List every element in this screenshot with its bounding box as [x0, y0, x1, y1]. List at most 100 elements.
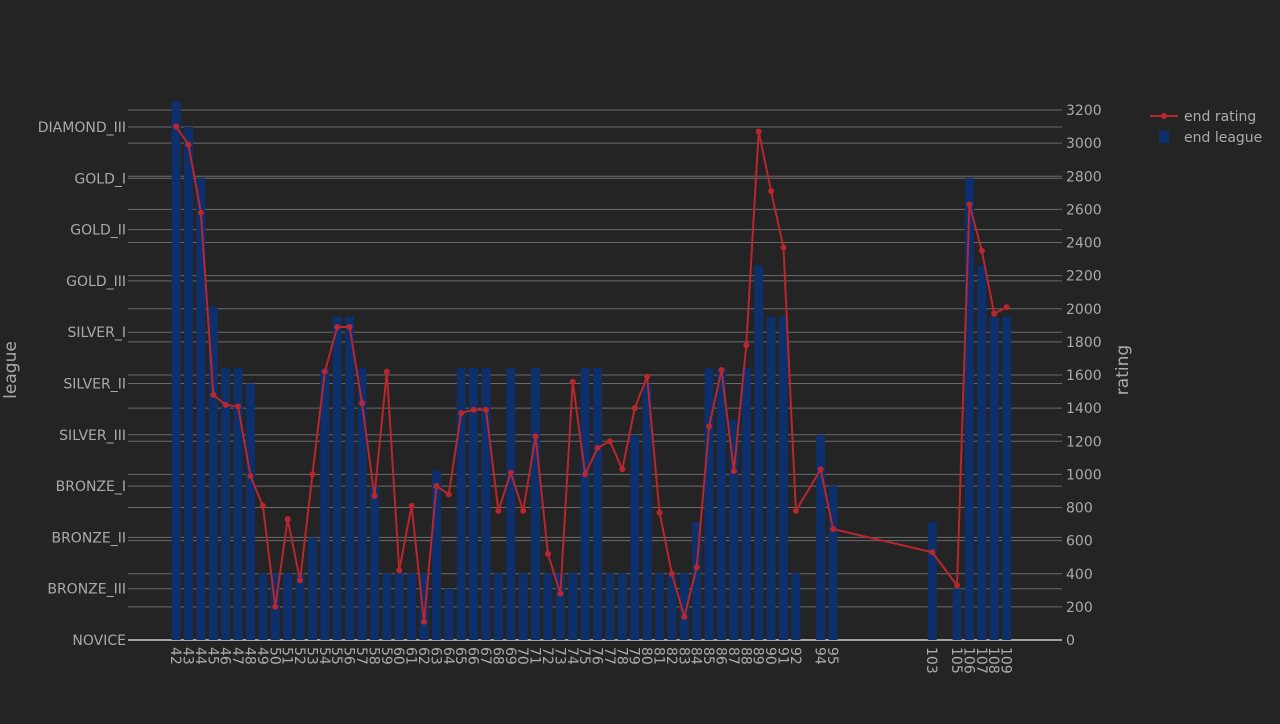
bar: [1002, 316, 1012, 640]
x-tick-label: 82: [663, 647, 679, 665]
bar: [617, 573, 627, 640]
rating-point: [297, 577, 304, 584]
x-tick-label: 49: [254, 647, 270, 665]
x-tick-label: 71: [527, 647, 543, 665]
bar: [816, 434, 826, 640]
bar: [692, 522, 702, 640]
x-tick-label: 53: [303, 647, 319, 665]
bar: [506, 368, 516, 640]
rating-point: [668, 570, 675, 577]
bar: [469, 368, 479, 640]
x-tick-label: 89: [750, 647, 766, 665]
rating-point: [272, 603, 279, 610]
rating-point: [991, 310, 998, 317]
rating-point: [544, 550, 551, 557]
bar: [183, 127, 193, 640]
rating-point: [210, 391, 217, 398]
x-tick-label: 55: [328, 647, 344, 665]
rating-point: [421, 618, 428, 625]
rating-point: [817, 466, 824, 473]
y-left-tick-label: DIAMOND_III: [38, 120, 126, 136]
x-tick-label: 81: [651, 647, 667, 665]
bar: [543, 573, 553, 640]
x-tick-label: 83: [675, 647, 691, 665]
rating-point: [185, 141, 192, 148]
bar: [493, 573, 503, 640]
bar: [208, 306, 218, 640]
x-tick-label: 74: [564, 647, 580, 665]
rating-point: [507, 469, 514, 476]
x-tick-label: 56: [341, 647, 357, 665]
rating-point: [1003, 304, 1010, 311]
y-left-tick-label: SILVER_I: [67, 325, 126, 341]
rating-point: [780, 244, 787, 251]
x-tick-label: 85: [700, 647, 716, 665]
bar: [221, 368, 231, 640]
y-left-tick-label: BRONZE_I: [56, 479, 126, 495]
rating-point: [445, 491, 452, 498]
x-tick-label: 66: [465, 647, 481, 665]
x-tick-label: 86: [713, 647, 729, 665]
rating-point: [346, 323, 353, 330]
rating-point: [247, 473, 254, 480]
rating-point: [520, 507, 527, 514]
rating-point: [321, 368, 328, 375]
legend-label-end-rating: end rating: [1184, 109, 1256, 125]
y-right-tick-label: 0: [1066, 633, 1075, 649]
rating-point: [631, 405, 638, 412]
bar: [307, 537, 317, 640]
x-tick-label: 45: [204, 647, 220, 665]
rating-point: [830, 526, 837, 533]
rating-point: [284, 516, 291, 523]
bar: [717, 368, 727, 640]
rating-point: [978, 247, 985, 254]
y-right-tick-label: 400: [1066, 567, 1093, 583]
y-right-tick-label: 200: [1066, 600, 1093, 616]
y-right-tick-label: 600: [1066, 534, 1093, 550]
bar: [977, 265, 987, 640]
bar: [394, 573, 404, 640]
bar: [531, 368, 541, 640]
rating-point: [730, 468, 737, 475]
x-tick-label: 87: [725, 647, 741, 665]
rating-point: [644, 373, 651, 380]
y-right-tick-label: 2200: [1066, 269, 1102, 285]
y-left-tick-label: BRONZE_III: [47, 582, 126, 598]
x-tick-label: 68: [489, 647, 505, 665]
y-right-tick-label: 1400: [1066, 401, 1102, 417]
bar: [754, 265, 764, 640]
rating-line: [175, 125, 1008, 622]
x-tick-label: 69: [502, 647, 518, 665]
rating-point: [458, 410, 465, 417]
y-right-axis-title: rating: [1113, 345, 1133, 395]
bar: [431, 470, 441, 640]
x-tick-label: 42: [167, 647, 183, 665]
rating-point: [235, 403, 242, 410]
bar: [245, 383, 255, 640]
x-tick-label: 105: [948, 647, 964, 674]
bar: [407, 573, 417, 640]
x-tick-label: 51: [279, 647, 295, 665]
bar: [332, 316, 342, 640]
bar: [258, 573, 268, 640]
axis-layer: 0 200 400 600 800 1000 1200 1400 1600 1800 2000 220…: [38, 103, 1102, 674]
rating-point: [383, 368, 390, 375]
legend: end rating end league: [1150, 109, 1262, 146]
rating-point: [755, 128, 762, 135]
rating-point: [309, 471, 316, 478]
bar: [989, 316, 999, 640]
x-tick-label: 109: [998, 647, 1014, 674]
x-tick-label: 43: [179, 647, 195, 665]
bar: [766, 316, 776, 640]
rating-point: [743, 342, 750, 349]
bar: [605, 573, 615, 640]
rating-point: [359, 400, 366, 407]
rating-point: [482, 406, 489, 413]
bar: [518, 573, 528, 640]
bar: [320, 368, 330, 640]
bar: [729, 419, 739, 640]
bar: [444, 588, 454, 640]
bar: [233, 368, 243, 640]
x-tick-label: 88: [737, 647, 753, 665]
